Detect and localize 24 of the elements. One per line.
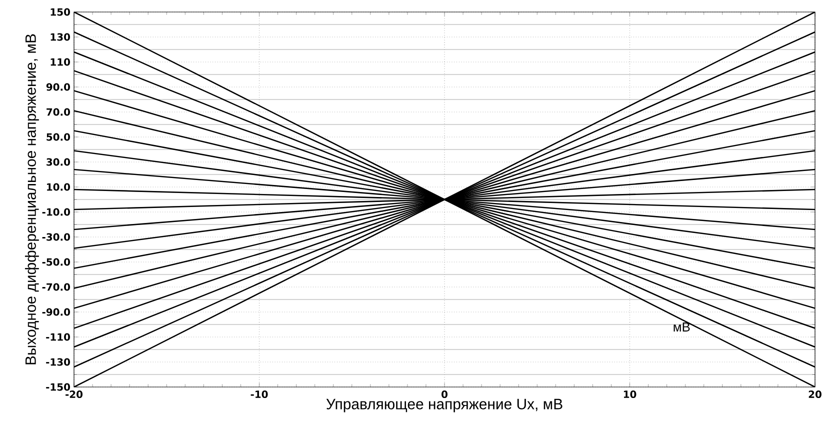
y-tick-label: 150 bbox=[50, 8, 70, 16]
x-axis-title: Управляющее напряжение Ux, мВ bbox=[326, 398, 562, 412]
y-tick-label: -10.0 bbox=[42, 208, 70, 216]
x-tick-label: 10 bbox=[624, 390, 636, 398]
annotation: мВ bbox=[674, 322, 690, 332]
y-tick-label: 30.0 bbox=[46, 158, 70, 166]
x-tick-label: 0 bbox=[442, 390, 448, 398]
y-tick-label: 90.0 bbox=[46, 83, 70, 91]
y-tick-label: 130 bbox=[50, 33, 70, 41]
y-axis-title: Выходное дифференциальное напряжение, мВ bbox=[24, 34, 39, 364]
y-tick-label: -90.0 bbox=[42, 308, 70, 316]
y-tick-label: -70.0 bbox=[42, 283, 70, 291]
y-tick-label: -130 bbox=[46, 358, 70, 366]
y-tick-label: 70.0 bbox=[46, 108, 70, 116]
x-tick-label: -20 bbox=[66, 390, 83, 398]
x-tick-label: 20 bbox=[808, 390, 822, 398]
y-tick-label: -110 bbox=[46, 333, 70, 341]
y-tick-label: 50.0 bbox=[46, 133, 70, 141]
y-tick-label: -30.0 bbox=[42, 233, 70, 241]
y-tick-label: -150 bbox=[46, 383, 70, 391]
x-tick-label: -10 bbox=[250, 390, 268, 398]
y-tick-label: -50.0 bbox=[42, 258, 70, 266]
y-tick-label: 110 bbox=[50, 58, 70, 66]
y-tick-label: 10.0 bbox=[47, 183, 70, 191]
